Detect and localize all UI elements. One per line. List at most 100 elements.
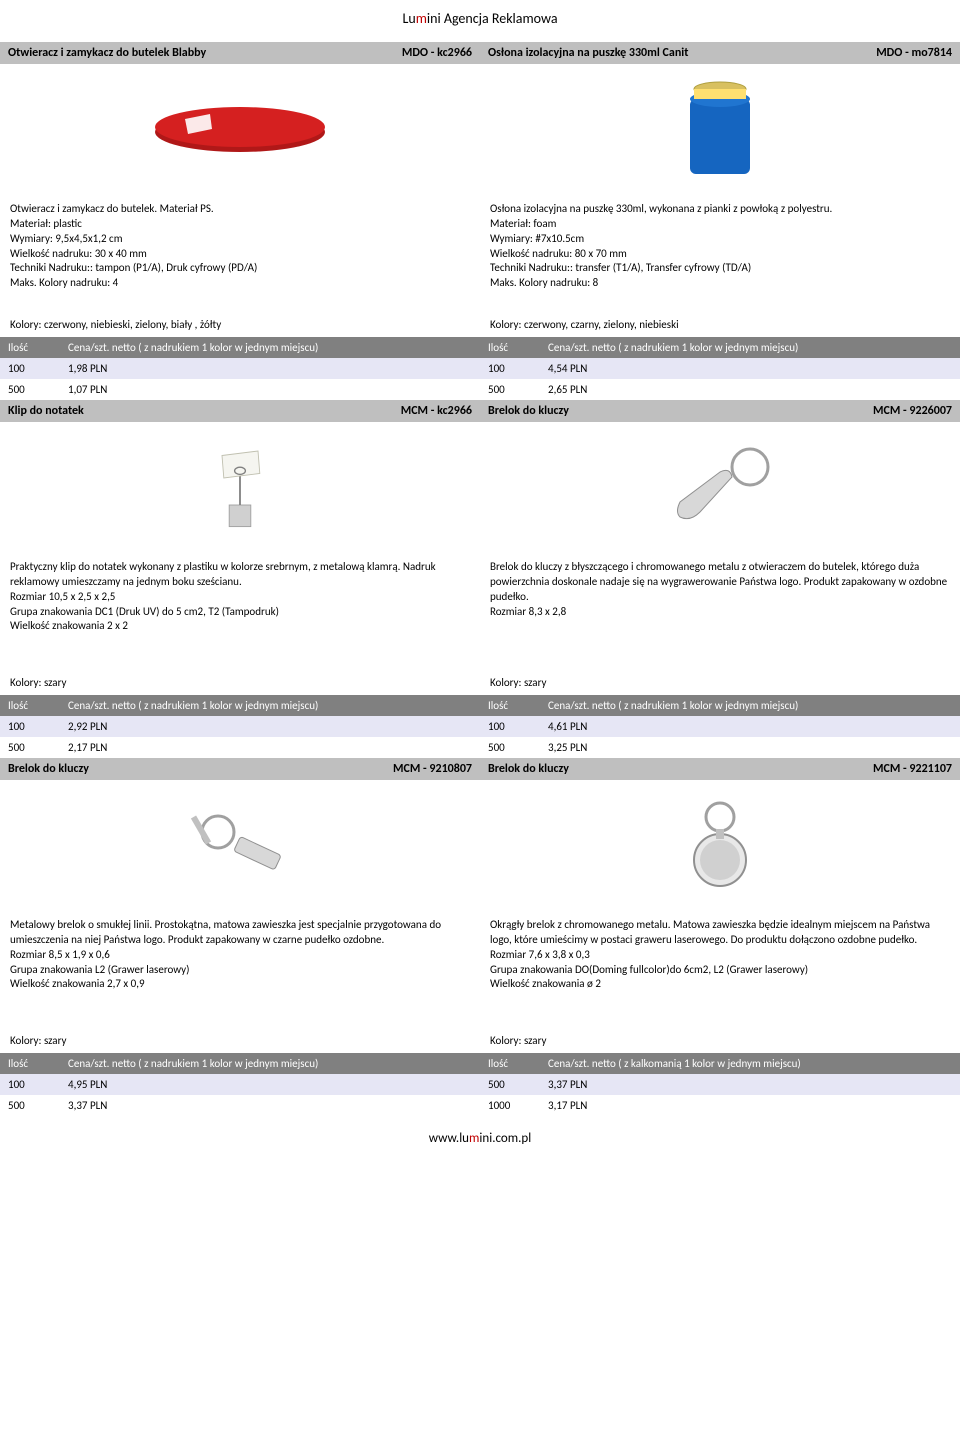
qty: 500 <box>488 1078 548 1091</box>
price: 3,37 PLN <box>68 1099 107 1112</box>
product-desc: Brelok do kluczy z błyszczącego i chromo… <box>480 552 960 672</box>
product-cell: Otwieracz i zamykacz do butelek Blabby M… <box>0 42 480 400</box>
price-header: Ilość Cena/szt. netto ( z nadrukiem 1 ko… <box>480 337 960 358</box>
price-header: Ilość Cena/szt. netto ( z nadrukiem 1 ko… <box>480 695 960 716</box>
product-code: MDO - kc2966 <box>402 46 472 60</box>
bottle-opener-icon <box>150 99 330 159</box>
product-desc: Metalowy brelok o smukłej linii. Prostok… <box>0 910 480 1030</box>
price-row: 500 1,07 PLN <box>0 379 480 400</box>
product-colors: Kolory: czerwony, niebieski, zielony, bi… <box>0 314 480 337</box>
qty-header: Ilość <box>8 1057 68 1070</box>
price-label-header: Cena/szt. netto ( z kalkomanią 1 kolor w… <box>548 1057 801 1070</box>
product-colors: Kolory: szary <box>0 1030 480 1053</box>
qty-header: Ilość <box>488 699 548 712</box>
product-desc: Praktyczny klip do notatek wykonany z pl… <box>0 552 480 672</box>
price-row: 500 3,37 PLN <box>480 1074 960 1095</box>
qty: 100 <box>488 362 548 375</box>
can-cooler-icon <box>680 74 760 184</box>
header-mid: m <box>416 10 427 27</box>
footer-prefix: www.lu <box>429 1131 469 1146</box>
keychain-opener-icon <box>660 442 780 532</box>
price: 4,54 PLN <box>548 362 587 375</box>
qty-header: Ilość <box>488 341 548 354</box>
product-colors: Kolory: szary <box>0 672 480 695</box>
product-name: Brelok do kluczy <box>8 762 393 776</box>
product-name: Brelok do kluczy <box>488 762 873 776</box>
product-image <box>480 780 960 910</box>
price: 3,37 PLN <box>548 1078 587 1091</box>
qty: 100 <box>8 362 68 375</box>
price-header: Ilość Cena/szt. netto ( z nadrukiem 1 ko… <box>0 695 480 716</box>
keychain-round-icon <box>670 795 770 895</box>
price: 4,61 PLN <box>548 720 587 733</box>
price-row: 100 4,61 PLN <box>480 716 960 737</box>
page-header: Lumini Agencja Reklamowa <box>0 0 960 42</box>
product-title-row: Klip do notatek MCM - kc2966 <box>0 400 480 422</box>
price-row: 100 2,92 PLN <box>0 716 480 737</box>
price-label-header: Cena/szt. netto ( z nadrukiem 1 kolor w … <box>68 699 318 712</box>
product-image <box>0 64 480 194</box>
price-header: Ilość Cena/szt. netto ( z nadrukiem 1 ko… <box>0 1053 480 1074</box>
product-image <box>0 422 480 552</box>
qty: 500 <box>8 383 68 396</box>
product-desc: Osłona izolacyjna na puszkę 330ml, wykon… <box>480 194 960 314</box>
product-cell: Osłona izolacyjna na puszkę 330ml Canit … <box>480 42 960 400</box>
price-label-header: Cena/szt. netto ( z nadrukiem 1 kolor w … <box>548 699 798 712</box>
product-cell: Klip do notatek MCM - kc2966 Praktyczny … <box>0 400 480 758</box>
product-title-row: Brelok do kluczy MCM - 9210807 <box>0 758 480 780</box>
product-image <box>480 64 960 194</box>
qty: 100 <box>8 1078 68 1091</box>
price-row: 1000 3,17 PLN <box>480 1095 960 1116</box>
price-row: 100 1,98 PLN <box>0 358 480 379</box>
product-image <box>0 780 480 910</box>
price-row: 500 3,25 PLN <box>480 737 960 758</box>
product-name: Brelok do kluczy <box>488 404 873 418</box>
price-label-header: Cena/szt. netto ( z nadrukiem 1 kolor w … <box>68 1057 318 1070</box>
qty: 100 <box>8 720 68 733</box>
product-code: MCM - 9221107 <box>873 762 952 776</box>
price: 3,25 PLN <box>548 741 587 754</box>
product-code: MCM - 9210807 <box>393 762 472 776</box>
price: 1,07 PLN <box>68 383 107 396</box>
price-label-header: Cena/szt. netto ( z nadrukiem 1 kolor w … <box>68 341 318 354</box>
price: 1,98 PLN <box>68 362 107 375</box>
header-suffix: ini Agencja Reklamowa <box>427 10 558 27</box>
qty: 500 <box>488 741 548 754</box>
product-colors: Kolory: czerwony, czarny, zielony, niebi… <box>480 314 960 337</box>
product-name: Otwieracz i zamykacz do butelek Blabby <box>8 46 402 60</box>
qty-header: Ilość <box>8 699 68 712</box>
page-footer: www.lumini.com.pl <box>0 1116 960 1156</box>
price: 4,95 PLN <box>68 1078 107 1091</box>
product-code: MCM - kc2966 <box>401 404 472 418</box>
price: 2,65 PLN <box>548 383 587 396</box>
qty: 500 <box>8 741 68 754</box>
price: 3,17 PLN <box>548 1099 587 1112</box>
product-name: Osłona izolacyjna na puszkę 330ml Canit <box>488 46 876 60</box>
note-clip-icon <box>195 442 285 532</box>
qty: 500 <box>8 1099 68 1112</box>
product-desc: Otwieracz i zamykacz do butelek. Materia… <box>0 194 480 314</box>
product-cell: Brelok do kluczy MCM - 9210807 Metalowy … <box>0 758 480 1116</box>
product-code: MDO - mo7814 <box>876 46 952 60</box>
product-desc: Okrągły brelok z chromowanego metalu. Ma… <box>480 910 960 1030</box>
product-code: MCM - 9226007 <box>873 404 952 418</box>
price-header: Ilość Cena/szt. netto ( z kalkomanią 1 k… <box>480 1053 960 1074</box>
price-row: 500 2,17 PLN <box>0 737 480 758</box>
product-title-row: Otwieracz i zamykacz do butelek Blabby M… <box>0 42 480 64</box>
product-name: Klip do notatek <box>8 404 401 418</box>
price: 2,92 PLN <box>68 720 107 733</box>
product-image <box>480 422 960 552</box>
qty-header: Ilość <box>8 341 68 354</box>
qty: 1000 <box>488 1099 548 1112</box>
price-row: 500 2,65 PLN <box>480 379 960 400</box>
keychain-rect-icon <box>180 800 300 890</box>
product-colors: Kolory: szary <box>480 1030 960 1053</box>
footer-mid: m <box>469 1131 479 1146</box>
price-row: 100 4,95 PLN <box>0 1074 480 1095</box>
qty-header: Ilość <box>488 1057 548 1070</box>
product-colors: Kolory: szary <box>480 672 960 695</box>
footer-suffix: ini.com.pl <box>479 1131 531 1146</box>
product-grid: Otwieracz i zamykacz do butelek Blabby M… <box>0 42 960 1116</box>
price-row: 500 3,37 PLN <box>0 1095 480 1116</box>
header-prefix: Lu <box>402 10 415 27</box>
